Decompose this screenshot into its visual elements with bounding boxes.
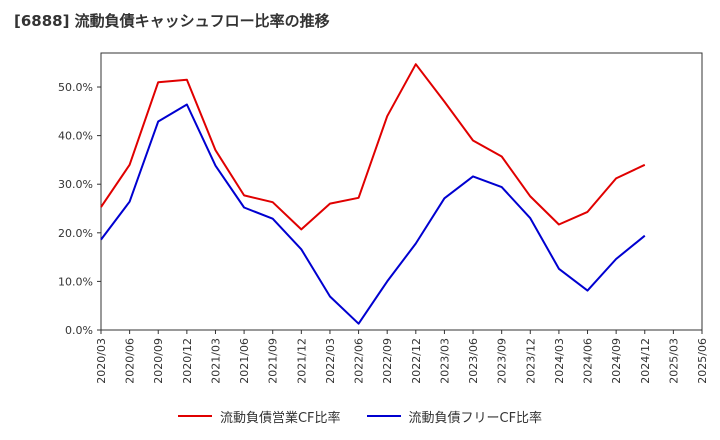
x-tick-label: 2021/12 [295,338,308,384]
x-tick-label: 2023/09 [496,338,509,384]
legend-label-free-cf: 流動負債フリーCF比率 [408,410,543,426]
x-tick-label: 2022/09 [381,338,394,384]
series-line-free-cf [100,103,646,325]
x-tick-label: 2025/03 [667,338,680,384]
x-tick-label: 2021/03 [209,338,222,384]
y-tick-label: 20.0% [58,227,93,240]
x-tick-label: 2020/12 [181,338,194,384]
x-tick-label: 2023/12 [524,338,537,384]
x-tick-label: 2020/06 [124,338,137,384]
x-tick-label: 2022/12 [410,338,423,384]
legend-swatch-blue [366,415,401,417]
x-tick-label: 2022/06 [353,338,366,384]
y-tick-label: 30.0% [58,178,93,191]
x-tick-label: 2023/06 [467,338,480,384]
tick-labels: 0.0% 10.0% 20.0% 30.0% 40.0% 50.0% 2020/03 2020… [58,81,709,384]
series-line-operating-cf [100,63,646,231]
x-tick-label: 2021/09 [267,338,280,384]
x-tick-label: 2022/03 [324,338,337,384]
legend-item-operating-cf: 流動負債営業CF比率 [177,407,341,426]
x-tick-label: 2021/06 [238,338,251,384]
x-tick-label: 2024/09 [610,338,623,384]
y-tick-label: 40.0% [58,130,93,143]
chart-title: [6888] 流動負債キャッシュフロー比率の推移 [14,12,330,30]
x-tick-label: 2024/12 [639,338,652,384]
y-tick-label: 50.0% [58,81,93,94]
axes [97,52,703,334]
legend-label-operating-cf: 流動負債営業CF比率 [219,410,341,426]
x-tick-label: 2024/03 [553,338,566,384]
legend-item-free-cf: 流動負債フリーCF比率 [366,407,543,426]
x-tick-label: 2025/06 [696,338,709,384]
plot-frame [100,52,703,331]
x-tick-label: 2023/03 [438,338,451,384]
y-tick-label: 0.0% [65,324,93,337]
y-tick-label: 10.0% [58,275,93,288]
legend-swatch-red [177,415,212,417]
x-tick-label: 2020/09 [152,338,165,384]
series-lines [100,63,646,325]
legend: 流動負債営業CF比率 流動負債フリーCF比率 [0,404,720,428]
x-tick-label: 2020/03 [95,338,108,384]
x-tick-label: 2024/06 [582,338,595,384]
